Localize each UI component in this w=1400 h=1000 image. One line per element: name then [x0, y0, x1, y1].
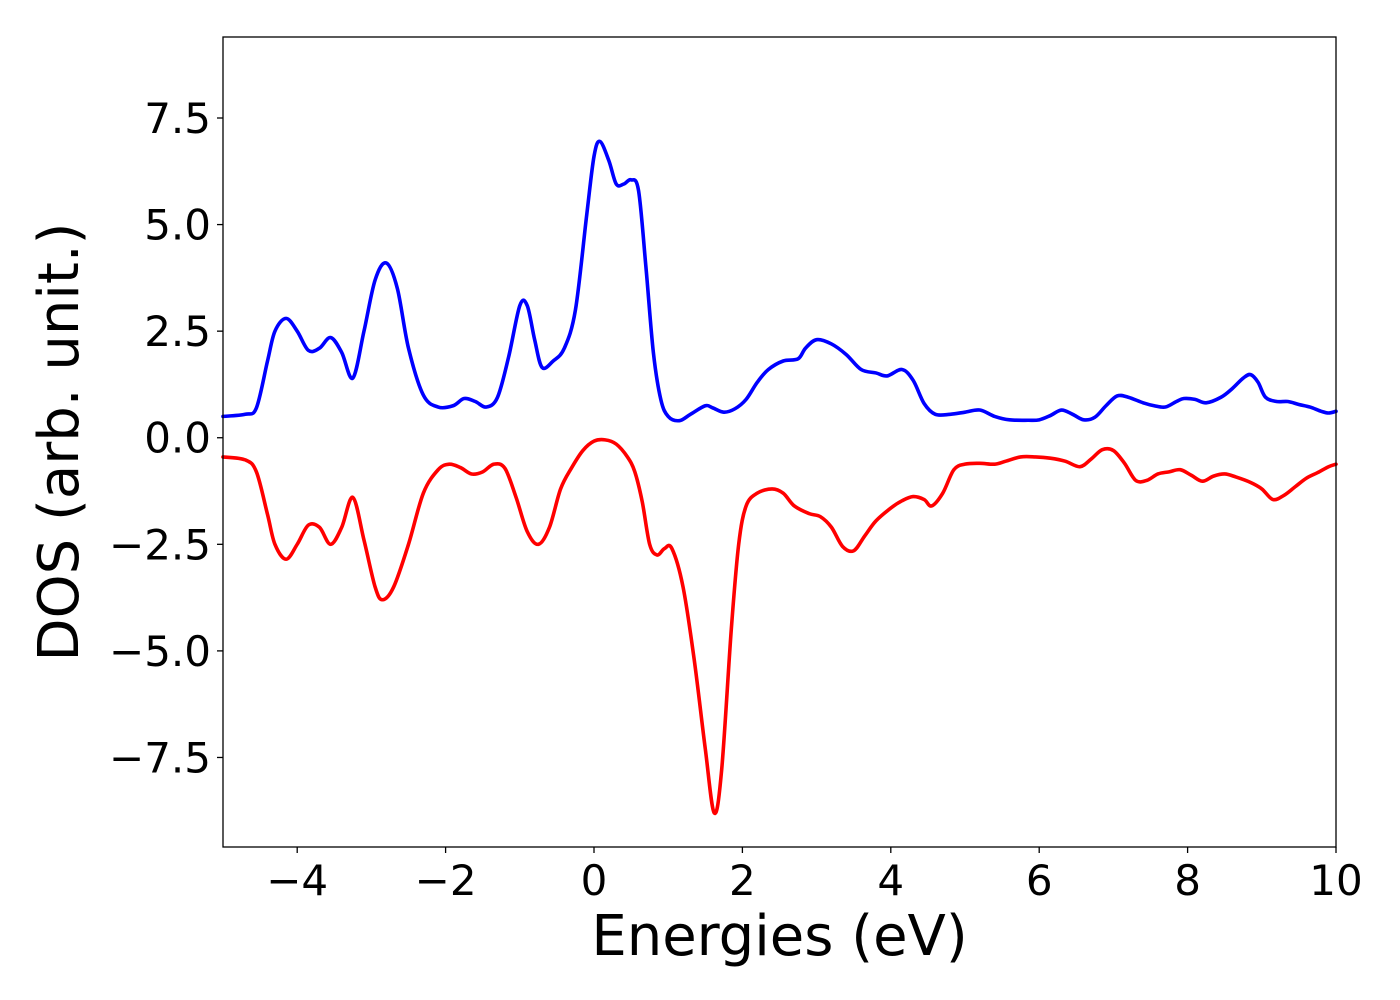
y-tick-label: 7.5 — [144, 94, 211, 143]
y-tick-label: −7.5 — [109, 733, 211, 782]
plot-frame — [222, 36, 1337, 848]
y-tick-label: 0.0 — [144, 414, 211, 463]
x-tick-label: 4 — [877, 856, 904, 905]
x-axis-ticks: −4 −2 0 2 4 6 8 10 — [266, 847, 1363, 905]
x-tick-label: 8 — [1174, 856, 1201, 905]
x-tick-label: 2 — [729, 856, 756, 905]
y-tick-label: −2.5 — [109, 520, 211, 569]
x-tick-label: 6 — [1026, 856, 1053, 905]
y-tick-label: 2.5 — [144, 307, 211, 356]
y-tick-label: −5.0 — [109, 627, 211, 676]
x-tick-label: −2 — [415, 856, 477, 905]
x-axis-label: Energies (eV) — [591, 904, 967, 969]
series-layer — [221, 139, 1338, 816]
series-line-upper — [221, 139, 1338, 423]
y-axis-label: DOS (arb. unit.) — [27, 222, 92, 661]
x-tick-label: 0 — [581, 856, 608, 905]
y-tick-label: 5.0 — [144, 201, 211, 250]
y-axis-ticks: 7.5 5.0 2.5 0.0 −2.5 −5.0 −7.5 — [109, 94, 223, 782]
series-line-lower — [221, 437, 1338, 816]
x-tick-label: −4 — [266, 856, 328, 905]
x-tick-label: 10 — [1309, 856, 1362, 905]
